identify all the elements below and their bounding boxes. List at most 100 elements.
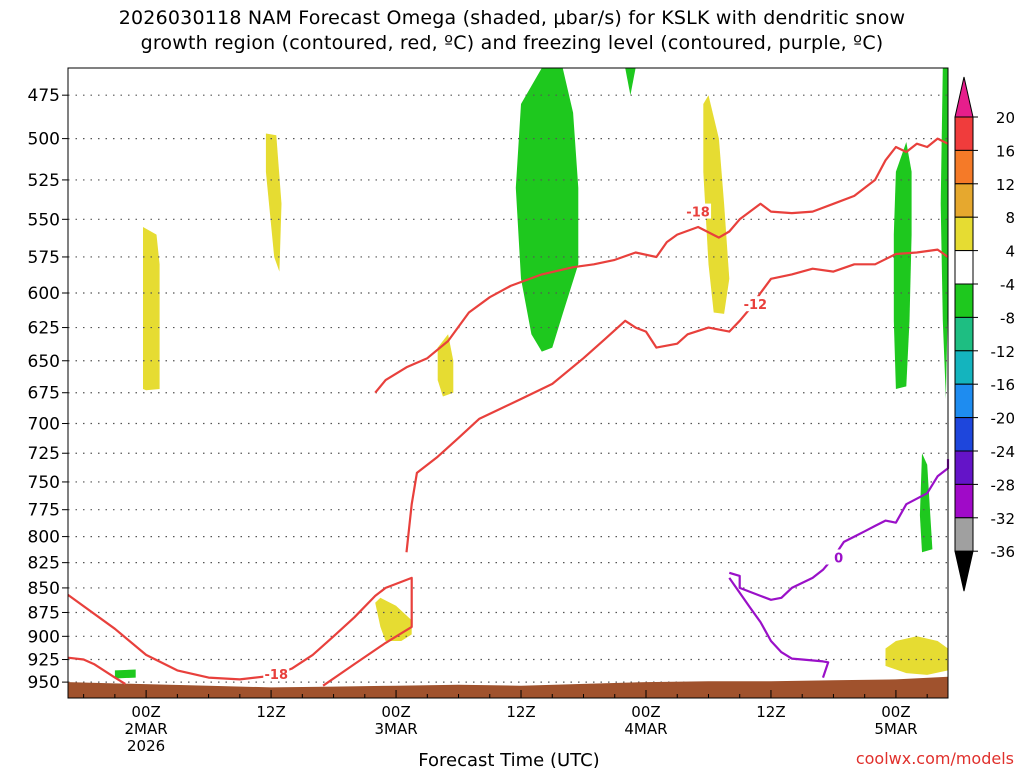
y-tick-label: 825 [28,554,60,574]
omega-negative-patch [940,68,948,399]
omega-negative-patch [893,142,912,389]
colorbar-box [954,350,974,385]
y-tick-label: 575 [28,248,60,268]
contour-layer: -18 -12 -18 0 [67,137,950,687]
colorbar-label: 16 [996,142,1015,160]
y-tick-label: 950 [28,673,60,693]
colorbar-box [954,149,974,185]
colorbar-box [954,450,974,485]
y-tick-label: 700 [28,415,60,435]
colorbar-label: 20 [996,109,1015,127]
colorbar-label: -32 [991,510,1016,528]
x-tick-label: 2MAR [125,720,168,738]
x-tick-label: 5MAR [874,720,917,738]
credit-text: coolwx.com/models [856,749,1014,768]
freezing-level-label: 0 [834,551,843,566]
dgz-low-level-label-bg [263,666,290,682]
colorbar-label: -20 [991,410,1016,428]
colorbar-box [954,216,974,252]
x-tick-label: 12Z [256,703,285,721]
freezing-level-contour [728,459,950,601]
y-tick-label: 600 [28,284,60,304]
omega-negative-patch [515,68,579,352]
dgz-lower-label-bg [742,296,769,312]
y-tick-label: 775 [28,501,60,521]
omega-positive-patch [703,95,730,314]
x-tick-label: 4MAR [624,720,667,738]
y-tick-label: 875 [28,603,60,623]
x-tick-label: 12Z [756,703,785,721]
omega-negative-patch [114,669,136,679]
colorbar-label: 8 [1005,209,1015,227]
colorbar-box [954,183,974,218]
colorbar-box [954,417,974,452]
dgz-low-level-contour [67,576,413,687]
y-tick-label: 675 [28,384,60,404]
pressure-gridlines [68,94,948,683]
colorbar-label: -8 [1000,309,1015,327]
omega-shading-layer [114,68,948,679]
colorbar-bottom-triangle [954,550,974,592]
colorbar-top-triangle [954,76,974,118]
omega-positive-patch [265,133,282,272]
dgz-lower-label: -12 [744,298,768,313]
omega-positive-patch [885,636,948,675]
colorbar-label: -36 [991,543,1016,561]
x-tick-label: 00Z [881,703,910,721]
plot-frame [67,67,949,699]
x-tick-label: 2026 [127,737,165,755]
x-tick-label: 00Z [381,703,410,721]
colorbar-box [954,250,974,285]
dgz-upper-label-bg [685,203,712,219]
y-tick-label: 500 [28,130,60,150]
x-tick-label: 00Z [131,703,160,721]
freezing-level-low-contour [728,577,830,678]
ground-layer [68,676,948,698]
colorbar-label: -28 [991,476,1016,494]
dgz-low-left-contour [67,656,126,685]
x-axis-title: Forecast Time (UTC) [418,750,599,768]
omega-positive-patch [143,227,160,391]
y-tick-label: 925 [28,651,60,671]
y-tick-label: 625 [28,319,60,339]
colorbar-box [954,517,974,552]
y-tick-label: 650 [28,352,60,372]
y-tick-label: 725 [28,444,60,464]
colorbar-label: -24 [991,443,1016,461]
dgz-lower-contour [405,248,949,553]
colorbar-box [954,316,974,352]
dgz-upper-label: -18 [686,206,710,221]
y-tick-label: 525 [28,171,60,191]
x-tick-label: 3MAR [374,720,417,738]
ground-fill [68,676,948,698]
colorbar: 20 16 12 8 4 -4 -8 -12 -16 -20 -24 -28 -32 -36 [954,76,1016,592]
x-tick-label: 00Z [631,703,660,721]
colorbar-box [954,116,974,151]
y-tick-label: 800 [28,528,60,548]
y-tick-label: 475 [28,86,60,106]
colorbar-box [954,283,974,318]
omega-negative-patch [625,68,636,96]
y-tick-label: 550 [28,210,60,230]
y-tick-label: 850 [28,579,60,599]
y-tick-label: 750 [28,473,60,493]
y-tick-label: 900 [28,627,60,647]
freezing-level-label-bg [825,549,852,565]
colorbar-label: -16 [991,376,1016,394]
x-tick-label: 12Z [506,703,535,721]
colorbar-label: 4 [1005,243,1015,261]
omega-positive-patch [437,334,454,397]
dgz-low-level-label: -18 [265,668,289,683]
omega-positive-patch [375,597,412,641]
colorbar-label: -4 [1000,276,1015,294]
y-axis: 475 500 525 550 575 600 625 650 675 700 725 750 775 8… [28,86,68,693]
chart-title-line-2: growth region (contoured, red, ºC) and f… [140,32,884,54]
omega-negative-patch [919,453,933,553]
colorbar-box [954,383,974,419]
colorbar-label: 12 [996,176,1015,194]
dgz-upper-contour [374,137,949,394]
chart-title-line-1: 2026030118 NAM Forecast Omega (shaded, μ… [118,7,906,29]
colorbar-box [954,483,974,519]
